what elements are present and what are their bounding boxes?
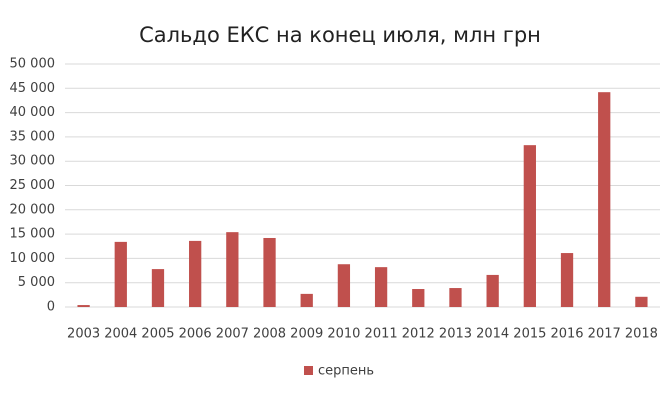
bar bbox=[635, 296, 648, 307]
y-tick-label: 10 000 bbox=[10, 251, 56, 266]
x-tick-label: 2018 bbox=[625, 327, 658, 342]
bar bbox=[560, 253, 574, 307]
y-tick-label: 5 000 bbox=[18, 275, 55, 290]
y-tick-label: 20 000 bbox=[10, 202, 56, 217]
y-tick-label: 15 000 bbox=[10, 227, 56, 242]
legend-label: серпень bbox=[318, 364, 374, 379]
x-tick-label: 2016 bbox=[550, 327, 583, 342]
bar bbox=[226, 232, 239, 307]
x-tick-label: 2003 bbox=[67, 327, 100, 342]
y-tick-label: 25 000 bbox=[10, 178, 56, 193]
x-tick-label: 2004 bbox=[104, 327, 137, 342]
bar bbox=[598, 92, 611, 307]
bar bbox=[449, 288, 462, 307]
bar bbox=[114, 241, 127, 307]
legend-swatch bbox=[304, 366, 313, 375]
y-tick-label: 35 000 bbox=[10, 129, 56, 144]
x-tick-label: 2005 bbox=[141, 327, 174, 342]
x-tick-label: 2011 bbox=[365, 327, 398, 342]
y-tick-label: 45 000 bbox=[10, 81, 56, 96]
x-tick-label: 2008 bbox=[253, 327, 286, 342]
x-tick-label: 2009 bbox=[290, 327, 323, 342]
x-tick-label: 2006 bbox=[179, 327, 212, 342]
x-tick-label: 2015 bbox=[513, 327, 546, 342]
bar bbox=[412, 289, 425, 307]
bar bbox=[300, 293, 313, 307]
y-tick-label: 30 000 bbox=[10, 154, 56, 169]
bar bbox=[523, 145, 536, 307]
bar bbox=[374, 267, 388, 307]
bar bbox=[486, 274, 499, 307]
x-tick-label: 2014 bbox=[476, 327, 509, 342]
x-tick-label: 2007 bbox=[216, 327, 249, 342]
x-tick-label: 2010 bbox=[327, 327, 360, 342]
bar bbox=[263, 237, 276, 307]
chart-title: Сальдо ЕКС на конец июля, млн грн bbox=[139, 23, 541, 47]
bar bbox=[189, 240, 202, 307]
y-tick-label: 50 000 bbox=[10, 57, 56, 72]
x-tick-label: 2012 bbox=[402, 327, 435, 342]
y-tick-label: 40 000 bbox=[10, 105, 56, 120]
bar bbox=[337, 264, 351, 307]
x-tick-label: 2013 bbox=[439, 327, 472, 342]
y-tick-label: 0 bbox=[47, 300, 55, 315]
bar bbox=[151, 269, 165, 307]
x-tick-label: 2017 bbox=[588, 327, 621, 342]
bar bbox=[77, 305, 90, 307]
